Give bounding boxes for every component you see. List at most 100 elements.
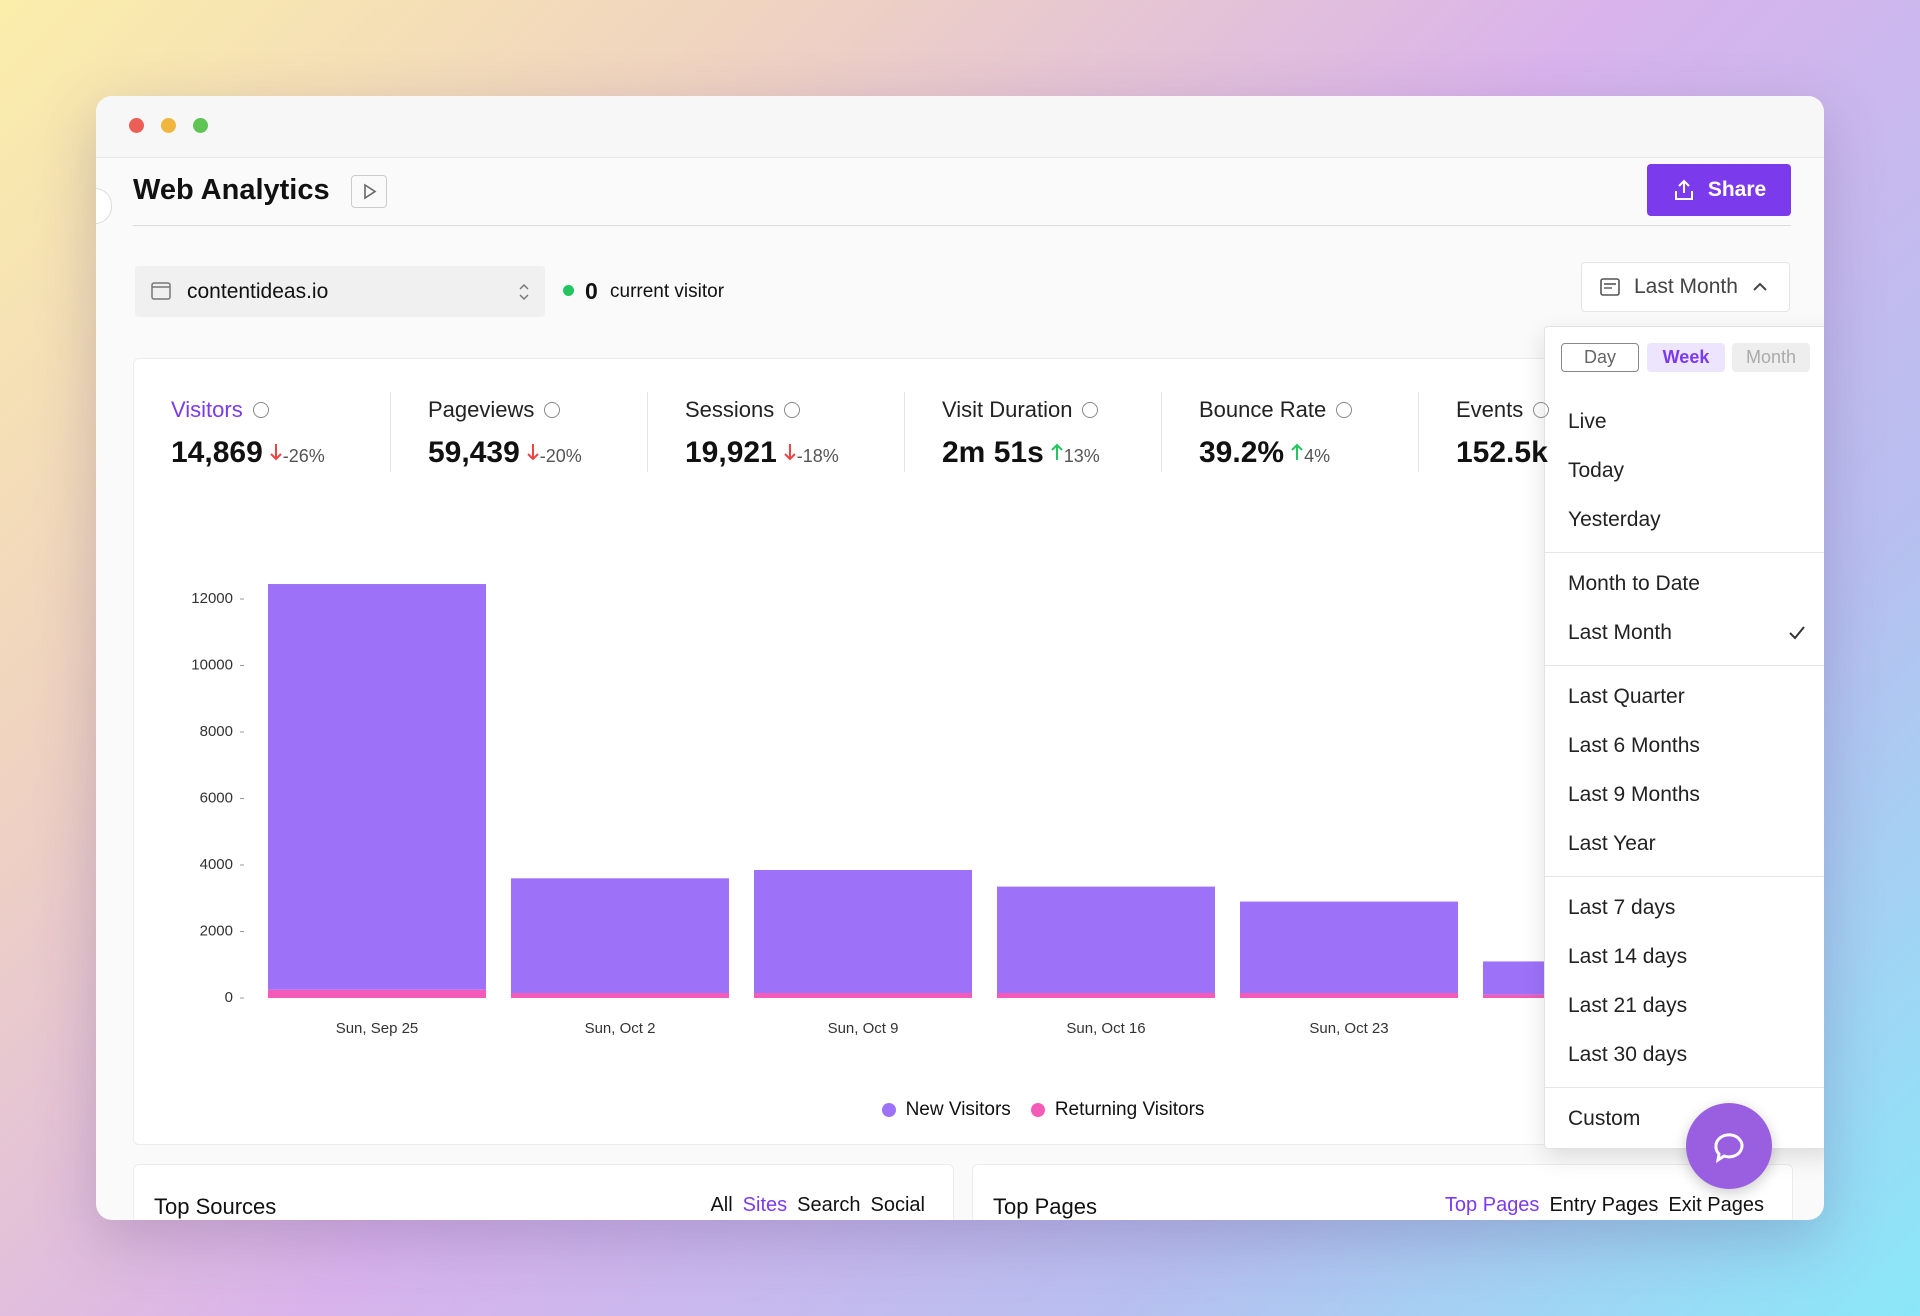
share-label: Share: [1707, 178, 1767, 201]
site-icon: [151, 282, 171, 300]
minimize-button[interactable]: [161, 118, 176, 133]
bar-segment: [754, 993, 972, 998]
range-option[interactable]: Last Month: [1568, 621, 1672, 644]
panel-tab[interactable]: Social: [870, 1194, 925, 1216]
legend: New Visitors Returning Visitors: [96, 1099, 1760, 1121]
range-tab[interactable]: Week: [1647, 343, 1725, 372]
divider: [133, 225, 1791, 226]
calendar-icon: [1600, 278, 1620, 296]
range-option[interactable]: Yesterday: [1568, 508, 1661, 531]
metric-change: 4%: [1304, 446, 1331, 466]
metric-label-text: Visitors: [171, 397, 243, 422]
metric-label: Visitors: [171, 397, 269, 423]
info-icon: [1336, 402, 1353, 418]
visitors-chart: 0 2000 4000 6000 8000 10000 12000 Sun, Sep 25 Su…: [191, 584, 1701, 1037]
play-button[interactable]: [351, 175, 387, 208]
metric-change: -18%: [796, 446, 839, 466]
bar-segment: [997, 886, 1215, 994]
metric-label: Events: [1456, 397, 1550, 423]
top-pages-panel: [972, 1164, 1793, 1220]
metric-separator: [390, 392, 391, 472]
date-range-dropdown: Day Week Month Live Today Yesterday Month to D…: [1544, 326, 1824, 1149]
metric-separator: [904, 392, 905, 472]
y-tick-label: 4000: [200, 856, 233, 873]
metric-separator: [647, 392, 648, 472]
range-option[interactable]: Last 9 Months: [1568, 783, 1700, 806]
chevron-updown: [519, 283, 529, 301]
bar-segment: [1240, 901, 1458, 994]
bar-segment: [511, 993, 729, 998]
y-tick-label: 2000: [200, 922, 233, 939]
panel-tab[interactable]: Search: [797, 1194, 861, 1216]
legend-label: New Visitors: [905, 1099, 1011, 1120]
metric-change: 13%: [1063, 446, 1100, 466]
metric-value: 14,869: [171, 436, 263, 469]
metric-label: Bounce Rate: [1199, 397, 1353, 423]
range-option[interactable]: Last 7 days: [1568, 896, 1676, 919]
trend-arrow-path: [1051, 443, 1063, 460]
legend-label: Returning Visitors: [1054, 1099, 1205, 1120]
range-option[interactable]: Custom: [1568, 1107, 1641, 1130]
current-visitor-label: current visitor: [610, 281, 725, 302]
site-selector[interactable]: contentideas.io: [135, 266, 545, 317]
x-tick-label: Sun, Oct 9: [828, 1020, 899, 1037]
metric-row: 39.2% 4%: [1199, 436, 1330, 472]
bar-segment: [511, 878, 729, 994]
info-icon: [1082, 402, 1099, 418]
metric-label-text: Bounce Rate: [1199, 397, 1327, 422]
maximize-button[interactable]: [193, 118, 208, 133]
y-tick-label: 10000: [191, 656, 233, 673]
metric-label: Sessions: [685, 397, 801, 423]
range-option[interactable]: Last Quarter: [1568, 685, 1685, 708]
metric-row: 2m 51s 13%: [942, 436, 1100, 472]
dropdown-separator: [1545, 552, 1824, 553]
range-option[interactable]: Today: [1568, 459, 1625, 482]
range-option[interactable]: Last 6 Months: [1568, 734, 1700, 757]
bar-segment: [754, 869, 972, 994]
y-tick-label: 8000: [200, 723, 233, 740]
range-option[interactable]: Month to Date: [1568, 572, 1700, 595]
page-title: Web Analytics: [133, 174, 330, 206]
bar-segment: [1240, 993, 1458, 998]
title-bar: [96, 96, 1824, 158]
trend-arrow-path: [784, 444, 796, 461]
share-button[interactable]: Share: [1647, 164, 1791, 216]
panel-tab[interactable]: All: [710, 1194, 733, 1216]
range-option[interactable]: Last Year: [1568, 832, 1656, 855]
panel-tab[interactable]: Exit Pages: [1668, 1194, 1764, 1216]
range-option[interactable]: Live: [1568, 410, 1607, 433]
range-option[interactable]: Last 21 days: [1568, 994, 1688, 1017]
x-tick-label: Sun, Sep 25: [336, 1020, 419, 1037]
trend-arrow: [784, 444, 796, 461]
range-option[interactable]: Last 14 days: [1568, 945, 1688, 968]
panel-tab[interactable]: Top Pages: [1444, 1194, 1540, 1216]
date-range-label: Last Month: [1634, 275, 1738, 298]
range-tab[interactable]: Month: [1732, 343, 1810, 372]
panel-title: Top Sources: [154, 1194, 277, 1219]
site-domain: contentideas.io: [187, 280, 329, 303]
y-tick-label: 6000: [200, 789, 233, 806]
panel-title: Top Pages: [993, 1194, 1097, 1219]
panel-tab[interactable]: Sites: [742, 1194, 788, 1216]
metric-label-text: Sessions: [685, 397, 775, 422]
metric-row: 152.5k: [1456, 436, 1548, 472]
trend-arrow: [270, 444, 282, 461]
metric-row: 14,869 -26%: [171, 436, 325, 472]
chat-button[interactable]: [1686, 1103, 1772, 1189]
legend-swatch: [881, 1103, 896, 1117]
play-icon: [364, 183, 377, 200]
range-option[interactable]: Last 30 days: [1568, 1043, 1688, 1066]
trend-arrow-path: [1291, 443, 1303, 460]
check-mark: [1787, 623, 1807, 648]
trend-arrow: [1291, 443, 1303, 460]
panel-tab[interactable]: Entry Pages: [1549, 1194, 1659, 1216]
dropdown-separator: [1545, 665, 1824, 666]
info-icon: [252, 402, 269, 418]
range-tab[interactable]: Day: [1561, 343, 1639, 372]
date-range-button[interactable]: Last Month: [1581, 262, 1790, 312]
trend-arrow: [527, 444, 539, 461]
close-button[interactable]: [129, 118, 144, 133]
metric-value: 39.2%: [1199, 436, 1285, 469]
chat-icon: [1714, 1133, 1744, 1164]
